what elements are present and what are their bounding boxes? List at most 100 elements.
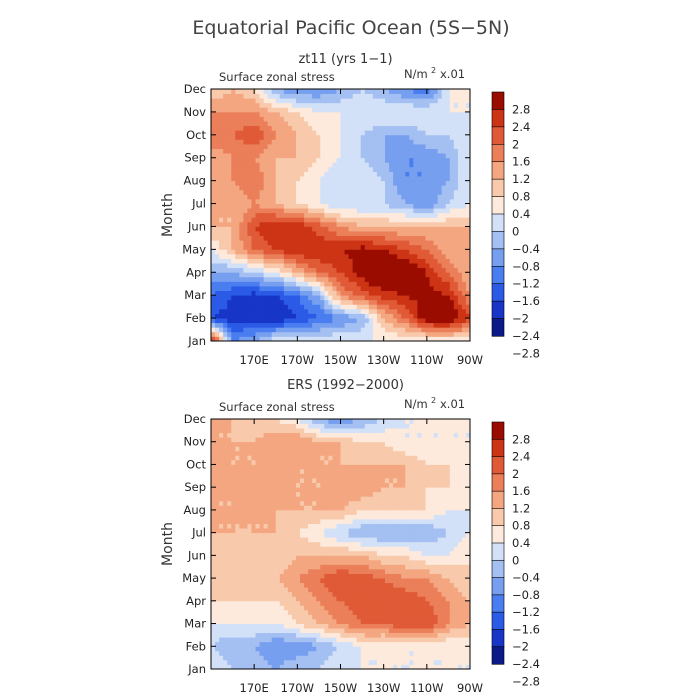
heatmap-cell	[291, 614, 297, 620]
heatmap-cell	[352, 578, 358, 584]
heatmap-cell	[283, 180, 289, 186]
heatmap-cell	[405, 194, 410, 200]
heatmap-cell	[239, 253, 244, 259]
heatmap-cell	[231, 659, 236, 665]
heatmap-cell	[235, 619, 240, 624]
heatmap-cell	[380, 208, 386, 214]
heatmap-cell	[267, 318, 273, 324]
heatmap-cell	[445, 226, 451, 232]
heatmap-cell	[312, 107, 317, 113]
heatmap-cell	[227, 185, 232, 191]
heatmap-cell	[449, 208, 455, 214]
heatmap-cell	[413, 299, 418, 305]
heatmap-cell	[360, 322, 366, 328]
heatmap-cell	[219, 272, 224, 278]
heatmap-cell	[405, 125, 410, 131]
heatmap-cell	[356, 107, 362, 113]
heatmap-cell	[461, 208, 467, 214]
heatmap-cell	[235, 111, 240, 117]
heatmap-cell	[227, 308, 232, 314]
heatmap-cell	[376, 121, 382, 127]
heatmap-cell	[263, 148, 269, 154]
heatmap-cell	[417, 157, 422, 163]
heatmap-cell	[275, 148, 281, 154]
heatmap-cell	[344, 659, 349, 665]
heatmap-cell	[385, 587, 390, 593]
heatmap-cell	[397, 632, 402, 638]
heatmap-cell	[445, 308, 451, 314]
heatmap-cell	[243, 569, 248, 574]
heatmap-cell	[304, 655, 309, 661]
heatmap-cell	[401, 253, 406, 259]
heatmap-cell	[215, 637, 220, 643]
heatmap-cell	[300, 240, 305, 246]
heatmap-cell	[231, 664, 236, 670]
heatmap-cell	[259, 313, 265, 319]
heatmap-cell	[441, 587, 447, 593]
heatmap-cell	[429, 650, 434, 656]
y-tick-label: May	[182, 242, 206, 256]
heatmap-cell	[316, 304, 321, 310]
heatmap-cell	[308, 582, 313, 588]
heatmap-cell	[295, 263, 301, 269]
heatmap-cell	[291, 318, 297, 324]
heatmap-cell	[409, 143, 414, 149]
heatmap-cell	[445, 121, 451, 127]
heatmap-cell	[441, 609, 447, 615]
heatmap-cell	[336, 637, 341, 643]
heatmap-cell	[453, 217, 459, 223]
heatmap-cell	[368, 664, 374, 670]
heatmap-cell	[211, 180, 216, 186]
heatmap-cell	[457, 591, 463, 597]
heatmap-cell	[259, 244, 265, 250]
heatmap-cell	[223, 198, 228, 204]
heatmap-cell	[461, 609, 467, 615]
heatmap-cell	[332, 235, 337, 241]
heatmap-cell	[231, 157, 236, 163]
heatmap-cell	[425, 614, 430, 620]
heatmap-cell	[271, 646, 277, 652]
heatmap-cell	[259, 650, 265, 656]
heatmap-cell	[376, 655, 382, 661]
heatmap-cell	[360, 650, 366, 656]
heatmap-cell	[267, 93, 273, 99]
heatmap-cell	[344, 98, 349, 104]
heatmap-cell	[328, 240, 333, 246]
heatmap-cell	[425, 573, 430, 579]
heatmap-cell	[453, 166, 459, 172]
heatmap-cell	[385, 203, 390, 209]
heatmap-cell	[405, 171, 410, 177]
heatmap-cell	[275, 134, 281, 140]
heatmap-cell	[352, 143, 358, 149]
heatmap-cell	[324, 240, 329, 246]
heatmap-cell	[211, 162, 216, 168]
heatmap-cell	[336, 591, 341, 597]
heatmap-cell	[397, 244, 402, 250]
heatmap-cell	[380, 258, 386, 264]
heatmap-cell	[465, 102, 471, 108]
x-tick-label: 110W	[410, 353, 443, 367]
heatmap-cell	[360, 189, 366, 195]
heatmap-cell	[401, 171, 406, 177]
heatmap-cell	[449, 313, 455, 319]
heatmap-cell	[437, 194, 443, 200]
heatmap-cell	[227, 637, 232, 643]
heatmap-cell	[465, 276, 471, 282]
heatmap-cell	[360, 600, 366, 606]
heatmap-cell	[324, 313, 329, 319]
heatmap-cell	[328, 189, 333, 195]
heatmap-cell	[267, 176, 273, 182]
heatmap-cell	[316, 102, 321, 108]
heatmap-cell	[279, 208, 285, 214]
heatmap-cell	[364, 587, 370, 593]
heatmap-cell	[283, 143, 289, 149]
heatmap-cell	[312, 116, 317, 122]
heatmap-cell	[356, 322, 362, 328]
heatmap-cell	[453, 336, 459, 342]
heatmap-cell	[235, 176, 240, 182]
heatmap-cell	[316, 249, 321, 255]
heatmap-cell	[223, 226, 228, 232]
heatmap-cell	[279, 596, 285, 602]
heatmap-cell	[263, 176, 269, 182]
heatmap-cell	[336, 299, 341, 305]
